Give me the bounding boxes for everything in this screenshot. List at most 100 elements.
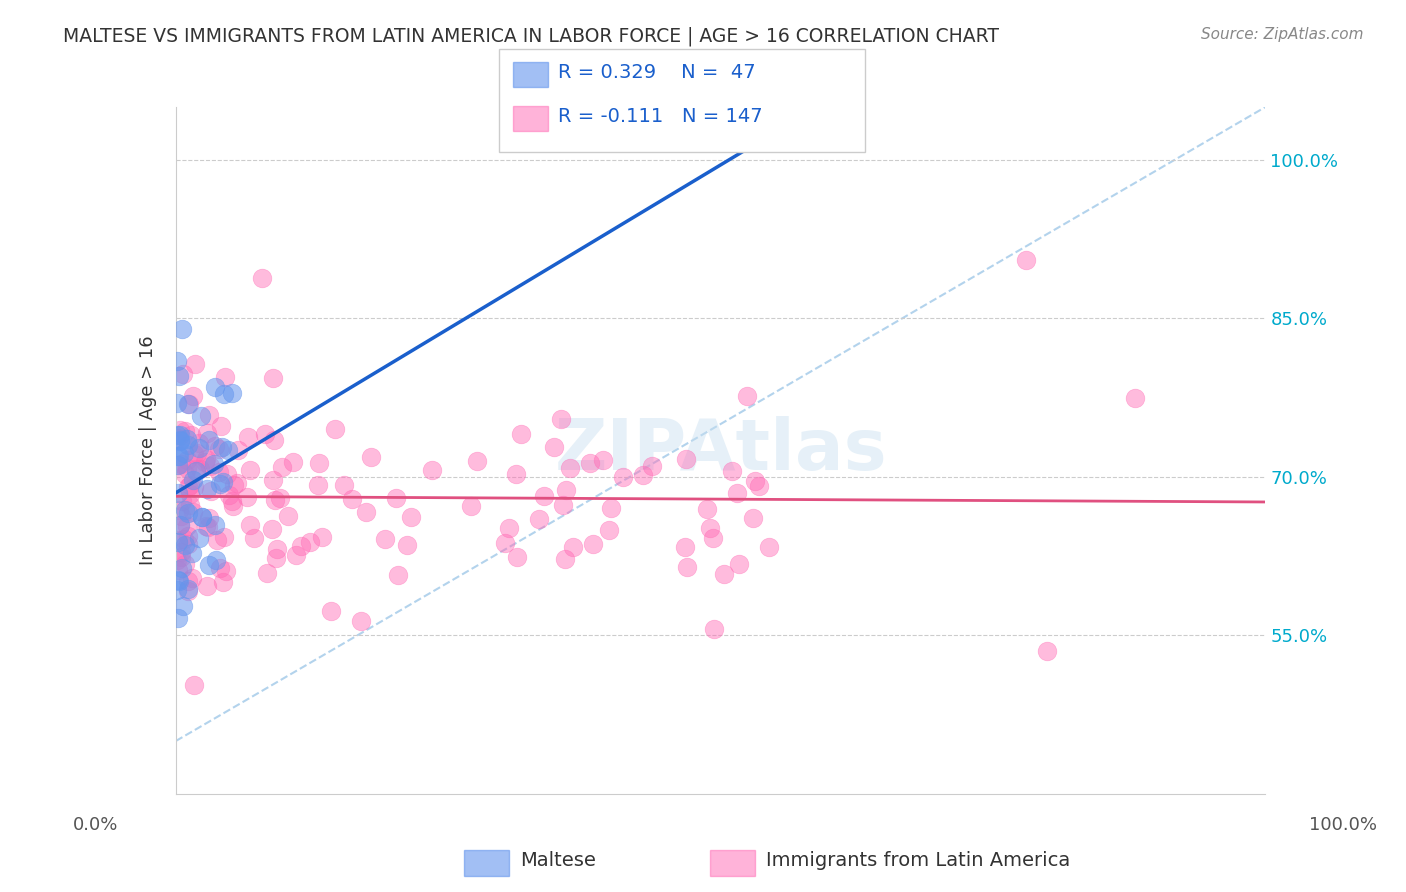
Point bbox=[696, 502, 718, 516]
Point bbox=[186, 446, 208, 460]
Point bbox=[166, 582, 188, 597]
Point bbox=[212, 387, 235, 401]
Point bbox=[208, 561, 231, 575]
Point bbox=[1036, 644, 1059, 658]
Point bbox=[205, 552, 228, 566]
Point bbox=[281, 455, 304, 469]
Point bbox=[215, 467, 238, 481]
Point bbox=[360, 450, 382, 465]
Point bbox=[183, 678, 205, 692]
Point bbox=[177, 396, 200, 410]
Point bbox=[198, 433, 221, 447]
Point bbox=[172, 367, 194, 381]
Point bbox=[354, 506, 377, 520]
Point bbox=[221, 493, 243, 508]
Point bbox=[243, 531, 266, 545]
Text: Maltese: Maltese bbox=[520, 851, 596, 871]
Point bbox=[374, 533, 396, 547]
Point bbox=[195, 452, 218, 467]
Point bbox=[177, 584, 200, 599]
Point bbox=[226, 443, 249, 458]
Point bbox=[527, 512, 550, 526]
Point bbox=[204, 380, 226, 394]
Point bbox=[350, 614, 373, 628]
Point bbox=[728, 557, 751, 571]
Point bbox=[173, 557, 195, 571]
Point bbox=[311, 530, 333, 544]
Point bbox=[333, 477, 356, 491]
Point bbox=[177, 506, 200, 520]
Point bbox=[308, 456, 330, 470]
Point bbox=[188, 442, 211, 456]
Point bbox=[673, 541, 696, 555]
Y-axis label: In Labor Force | Age > 16: In Labor Force | Age > 16 bbox=[139, 335, 157, 566]
Point bbox=[307, 477, 329, 491]
Point bbox=[211, 574, 233, 589]
Point bbox=[250, 271, 273, 285]
Point bbox=[1123, 391, 1146, 405]
Point bbox=[290, 540, 312, 554]
Point bbox=[188, 461, 211, 475]
Point bbox=[169, 518, 191, 533]
Point bbox=[194, 518, 217, 533]
Text: Immigrants from Latin America: Immigrants from Latin America bbox=[766, 851, 1070, 871]
Point bbox=[170, 549, 193, 564]
Point bbox=[167, 574, 190, 589]
Point bbox=[179, 478, 201, 492]
Point bbox=[262, 522, 284, 536]
Point bbox=[631, 468, 654, 483]
Point bbox=[262, 473, 284, 487]
Point bbox=[460, 500, 482, 514]
Point bbox=[183, 447, 205, 461]
Point bbox=[592, 453, 614, 467]
Point bbox=[263, 433, 285, 447]
Point bbox=[225, 476, 247, 491]
Point bbox=[510, 427, 533, 442]
Point bbox=[180, 428, 202, 442]
Point bbox=[177, 582, 200, 596]
Point bbox=[195, 579, 218, 593]
Point bbox=[170, 561, 193, 575]
Point bbox=[166, 458, 188, 472]
Point bbox=[198, 459, 221, 474]
Point bbox=[270, 459, 292, 474]
Point bbox=[167, 610, 190, 624]
Point bbox=[215, 564, 238, 578]
Point bbox=[387, 568, 409, 582]
Point bbox=[209, 418, 232, 433]
Point bbox=[321, 604, 343, 618]
Point bbox=[184, 462, 207, 476]
Point bbox=[744, 474, 766, 488]
Point bbox=[748, 479, 770, 493]
Point bbox=[211, 440, 233, 454]
Point bbox=[166, 563, 188, 577]
Point bbox=[214, 369, 236, 384]
Point bbox=[737, 389, 759, 403]
Point bbox=[494, 536, 516, 550]
Point bbox=[167, 533, 190, 547]
Point bbox=[211, 475, 233, 489]
Point bbox=[205, 533, 228, 548]
Point bbox=[188, 436, 211, 450]
Point bbox=[342, 492, 364, 507]
Point bbox=[395, 537, 418, 551]
Point bbox=[174, 424, 197, 438]
Point bbox=[465, 454, 488, 468]
Point bbox=[167, 574, 190, 588]
Text: ZIPAtlas: ZIPAtlas bbox=[554, 416, 887, 485]
Point bbox=[202, 458, 225, 472]
Point bbox=[197, 482, 219, 496]
Point bbox=[208, 477, 231, 491]
Point bbox=[172, 494, 194, 508]
Point bbox=[222, 478, 245, 492]
Point bbox=[721, 464, 744, 478]
Point bbox=[208, 465, 231, 479]
Point bbox=[173, 532, 195, 546]
Point bbox=[176, 437, 198, 451]
Point bbox=[599, 501, 621, 516]
Point bbox=[204, 517, 226, 532]
Point bbox=[181, 571, 204, 585]
Point bbox=[177, 397, 200, 411]
FancyBboxPatch shape bbox=[710, 850, 755, 876]
Point bbox=[742, 511, 765, 525]
